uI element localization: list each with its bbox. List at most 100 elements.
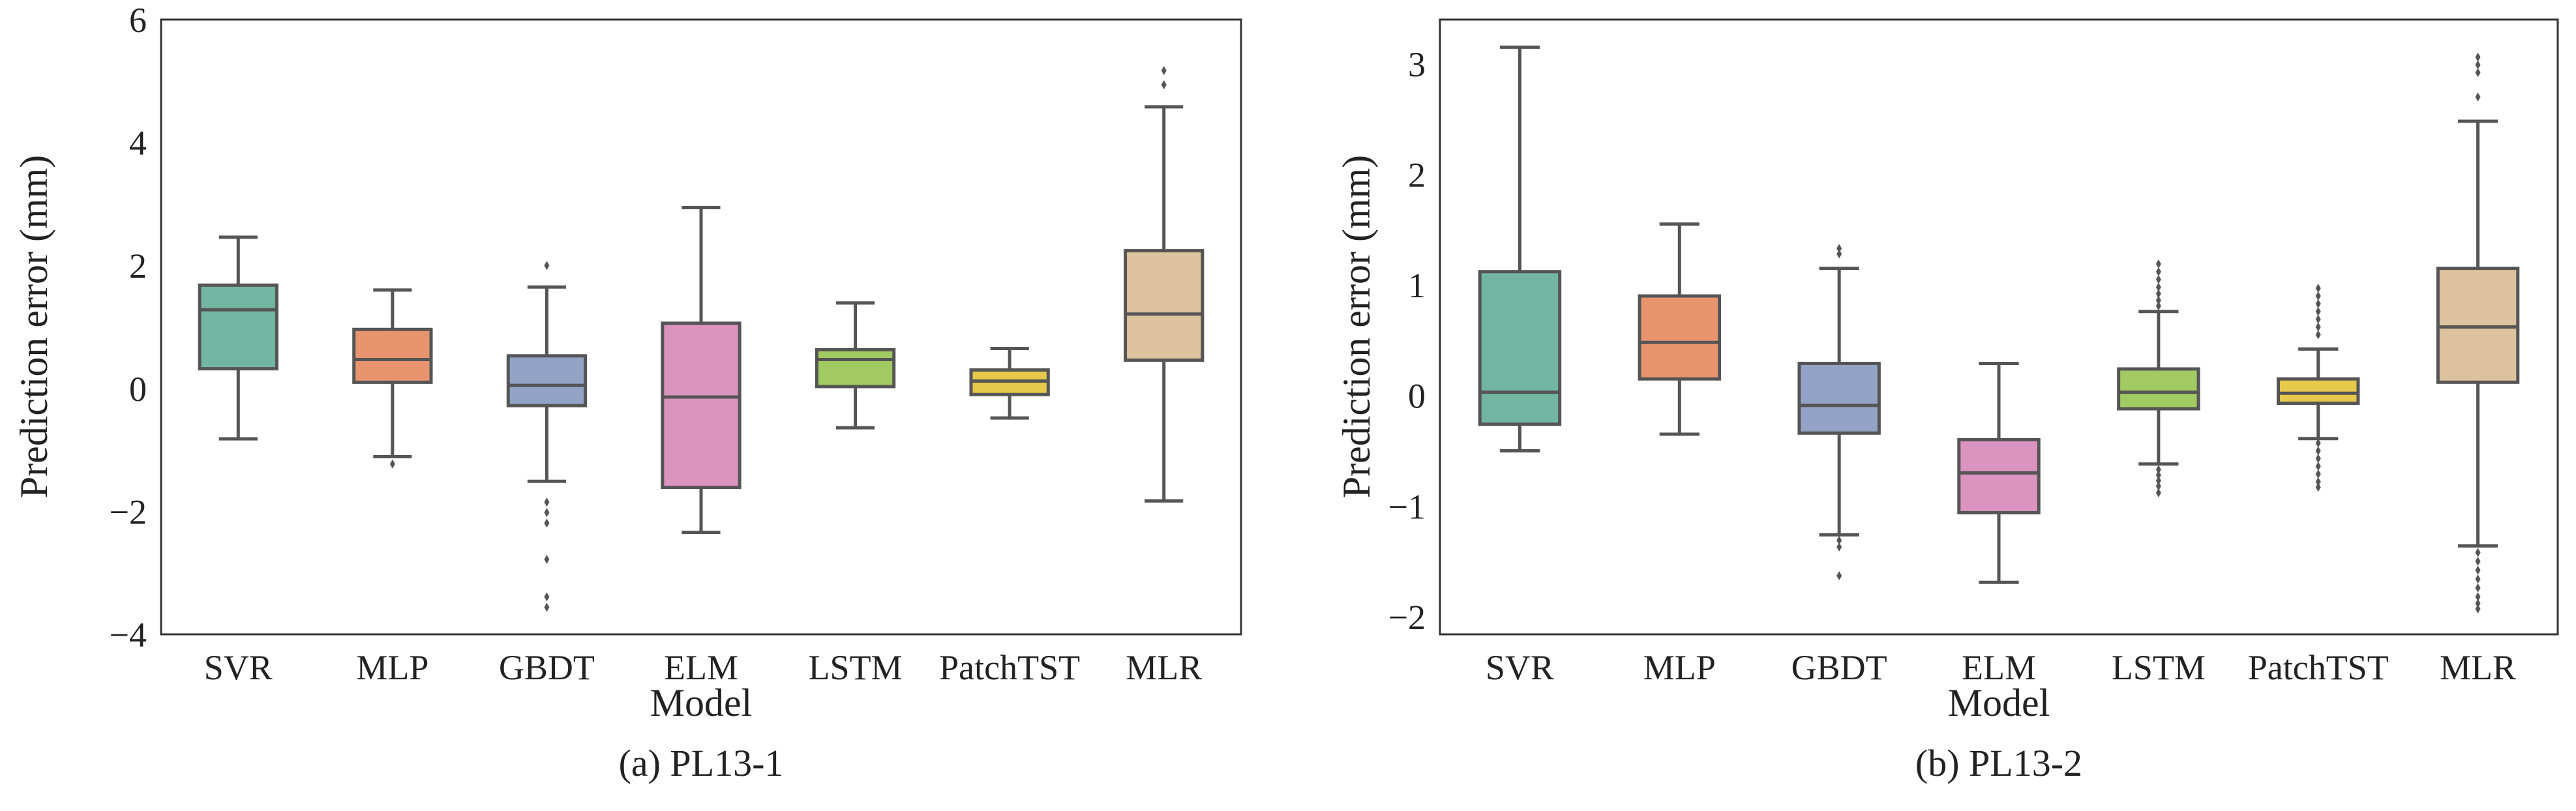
panel-b: Prediction error (mm) Model (b) PL13-2 −…	[1335, 18, 2559, 784]
outlier-point	[2155, 301, 2161, 311]
outlier-point	[2155, 465, 2161, 475]
y-tick-label: 0	[1408, 377, 1426, 416]
outlier-point	[1836, 542, 1842, 552]
x-tick-label: GBDT	[1791, 648, 1887, 687]
x-tick-label: SVR	[1486, 648, 1554, 687]
box-gbdt	[506, 261, 588, 612]
box-elm	[661, 206, 741, 534]
x-tick-label: GBDT	[499, 648, 595, 687]
outlier-point	[1836, 244, 1842, 254]
box-mlp	[1638, 222, 1722, 436]
outlier-point	[1836, 249, 1842, 259]
panel-a: Prediction error (mm) Model (a) PL13-1 −…	[12, 1, 1242, 784]
outlier-point	[2315, 284, 2321, 293]
outlier-point	[2475, 565, 2481, 575]
box-lstm	[2117, 259, 2200, 497]
outlier-point	[389, 459, 395, 469]
outlier-point	[2315, 299, 2321, 308]
panel-a-caption: (a) PL13-1	[619, 742, 784, 784]
plot-frame	[160, 18, 1242, 636]
outlier-point	[2475, 592, 2481, 602]
box-patchtst	[2277, 284, 2360, 492]
y-tick-label: 4	[129, 124, 147, 163]
outlier-point	[1161, 66, 1167, 76]
outlier-point	[2475, 598, 2481, 608]
box-mlp	[352, 288, 433, 469]
panel-b-caption: (b) PL13-2	[1915, 742, 2082, 784]
x-tick-label: PatchTST	[2248, 648, 2389, 687]
outlier-point	[544, 261, 550, 271]
outlier-point	[2315, 291, 2321, 301]
y-tick-label: 2	[129, 246, 147, 286]
outlier-point	[2475, 52, 2481, 62]
outlier-point	[1161, 80, 1167, 89]
outlier-point	[2155, 274, 2161, 284]
outlier-point	[2155, 267, 2161, 276]
outlier-point	[2315, 446, 2321, 456]
outlier-point	[544, 497, 550, 507]
outlier-point	[2315, 322, 2321, 332]
outlier-point	[2475, 548, 2481, 557]
outlier-point	[544, 518, 550, 528]
iqr-box	[815, 347, 896, 389]
x-tick-label: MLR	[1126, 648, 1202, 687]
outlier-point	[2315, 306, 2321, 316]
x-tick-label: MLP	[356, 648, 428, 687]
y-tick-label: 2	[1408, 155, 1426, 194]
x-tick-label: MLR	[2440, 648, 2516, 687]
outlier-point	[2475, 557, 2481, 567]
iqr-box	[2117, 367, 2200, 411]
iqr-box	[1797, 361, 1881, 435]
y-tick-label: 6	[129, 1, 147, 40]
outlier-point	[2315, 314, 2321, 324]
iqr-box	[506, 354, 588, 407]
box-patchtst	[969, 347, 1050, 420]
panel-a-xlabel: Model	[650, 681, 753, 724]
outlier-point	[2155, 476, 2161, 486]
x-tick-label: LSTM	[809, 648, 903, 687]
x-tick-label: ELM	[1962, 648, 2036, 687]
outlier-point	[2315, 438, 2321, 448]
outlier-point	[544, 592, 550, 602]
x-tick-label: PatchTST	[939, 648, 1080, 687]
outlier-point	[2155, 259, 2161, 269]
outlier-point	[2475, 60, 2481, 70]
box-gbdt	[1797, 244, 1881, 581]
y-tick-label: −1	[1388, 487, 1426, 526]
outlier-point	[544, 508, 550, 518]
outlier-point	[2155, 289, 2161, 299]
iqr-box	[1638, 294, 1722, 381]
y-tick-label: 1	[1408, 266, 1426, 305]
outlier-point	[1836, 535, 1842, 545]
outlier-point	[2475, 583, 2481, 593]
y-tick-label: 3	[1408, 45, 1426, 84]
plot-frame	[1439, 18, 2559, 636]
iqr-box	[1124, 249, 1205, 362]
box-elm	[1957, 361, 2041, 584]
iqr-box	[1478, 270, 1562, 426]
y-tick-label: −2	[110, 492, 147, 531]
outlier-point	[1836, 571, 1842, 581]
outlier-point	[2315, 482, 2321, 492]
outlier-point	[2315, 330, 2321, 340]
iqr-box	[2277, 377, 2360, 406]
iqr-box	[198, 283, 278, 371]
outlier-point	[2155, 488, 2161, 497]
outlier-point	[2475, 68, 2481, 78]
box-mlr	[2436, 52, 2520, 613]
outlier-point	[2315, 462, 2321, 471]
iqr-box	[1957, 437, 2041, 514]
y-tick-label: −2	[1388, 598, 1426, 637]
outlier-point	[544, 602, 550, 612]
box-lstm	[815, 301, 896, 430]
x-tick-label: MLP	[1643, 648, 1716, 687]
iqr-box	[661, 321, 741, 490]
outlier-point	[2155, 470, 2161, 480]
x-tick-label: LSTM	[2112, 648, 2206, 687]
outlier-point	[2475, 604, 2481, 613]
box-mlr	[1124, 66, 1205, 503]
y-tick-label: −4	[110, 615, 147, 655]
outlier-point	[544, 554, 550, 564]
box-svr	[198, 235, 278, 441]
